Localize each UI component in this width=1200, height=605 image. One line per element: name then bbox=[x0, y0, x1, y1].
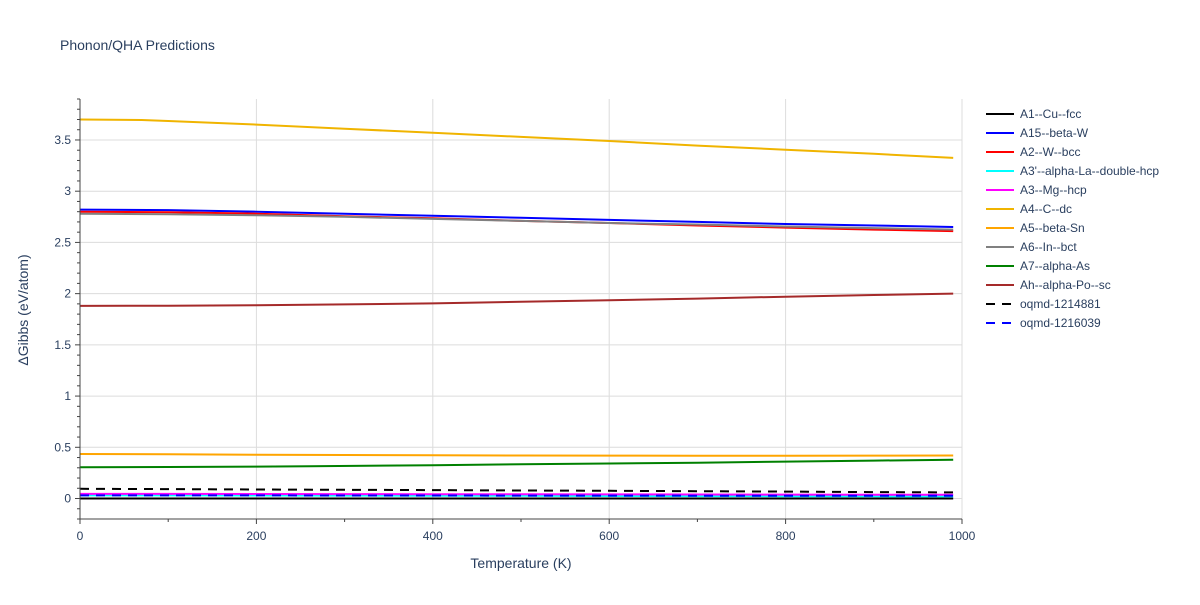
y-tick-label: 0.5 bbox=[54, 440, 71, 454]
legend-label[interactable]: A5--beta-Sn bbox=[1020, 221, 1085, 235]
legend-label[interactable]: A7--alpha-As bbox=[1020, 259, 1090, 273]
chart-title: Phonon/QHA Predictions bbox=[60, 37, 215, 53]
legend-label[interactable]: A1--Cu--fcc bbox=[1020, 107, 1081, 121]
legend-label[interactable]: oqmd-1214881 bbox=[1020, 297, 1101, 311]
legend-label[interactable]: Ah--alpha-Po--sc bbox=[1020, 278, 1111, 292]
legend-label[interactable]: oqmd-1216039 bbox=[1020, 316, 1101, 330]
y-tick-label: 3 bbox=[64, 184, 71, 198]
y-tick-label: 2 bbox=[64, 287, 71, 301]
y-tick-label: 3.5 bbox=[54, 133, 71, 147]
legend-label[interactable]: A3'--alpha-La--double-hcp bbox=[1020, 164, 1159, 178]
x-tick-label: 0 bbox=[77, 529, 84, 543]
x-tick-label: 800 bbox=[776, 529, 796, 543]
y-tick-label: 2.5 bbox=[54, 235, 71, 249]
y-tick-label: 0 bbox=[64, 492, 71, 506]
x-axis-title: Temperature (K) bbox=[470, 555, 571, 571]
x-tick-label: 200 bbox=[246, 529, 266, 543]
y-tick-label: 1.5 bbox=[54, 338, 71, 352]
x-tick-label: 1000 bbox=[949, 529, 976, 543]
legend-label[interactable]: A6--In--bct bbox=[1020, 240, 1077, 254]
legend-label[interactable]: A4--C--dc bbox=[1020, 202, 1072, 216]
legend-label[interactable]: A2--W--bcc bbox=[1020, 145, 1080, 159]
legend-label[interactable]: A3--Mg--hcp bbox=[1020, 183, 1087, 197]
y-axis-title: ΔGibbs (eV/atom) bbox=[15, 254, 31, 365]
x-tick-label: 400 bbox=[423, 529, 443, 543]
x-tick-label: 600 bbox=[599, 529, 619, 543]
legend-label[interactable]: A15--beta-W bbox=[1020, 126, 1089, 140]
y-tick-label: 1 bbox=[64, 389, 71, 403]
